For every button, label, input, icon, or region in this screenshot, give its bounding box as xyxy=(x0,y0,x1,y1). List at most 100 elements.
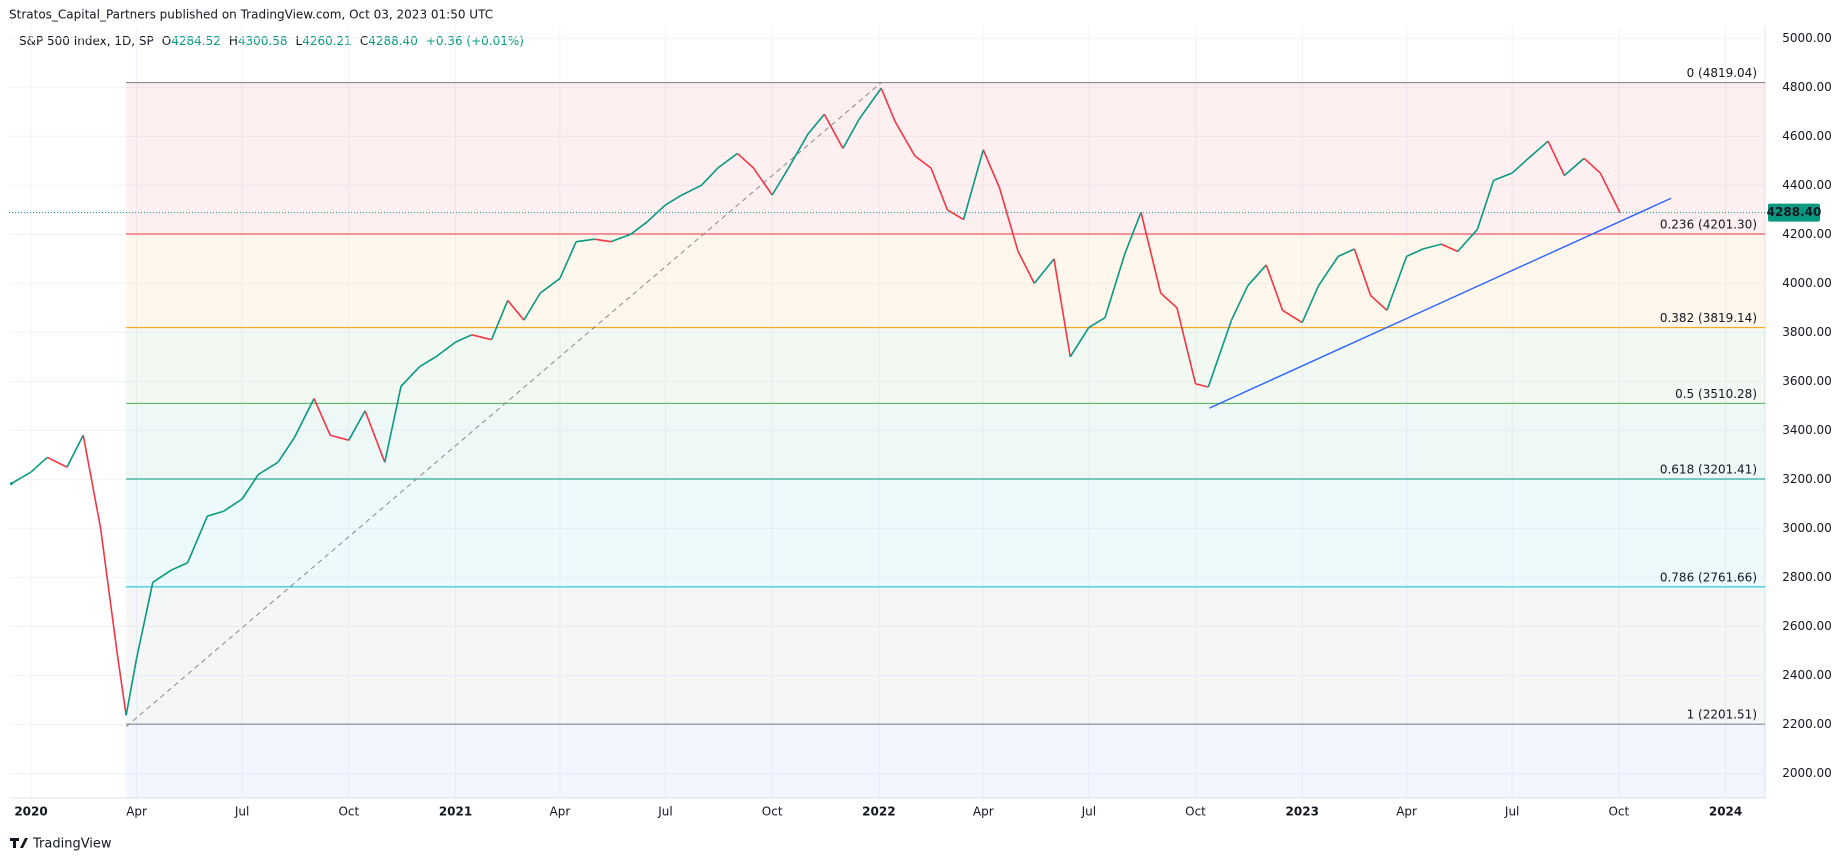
price-segment xyxy=(419,356,437,368)
ohlc-key: L xyxy=(296,34,303,48)
price-segment xyxy=(277,437,295,463)
y-tick-label: 4400.00 xyxy=(1782,178,1832,192)
price-segment xyxy=(1583,157,1601,174)
price-segment xyxy=(1140,212,1162,294)
y-tick-label: 2400.00 xyxy=(1782,668,1832,682)
x-tick-label: Oct xyxy=(1185,805,1206,819)
y-tick-label: 4800.00 xyxy=(1782,80,1832,94)
footer: TradingView xyxy=(32,837,112,852)
ohlc-value: 4288.40 xyxy=(368,34,418,48)
price-segment xyxy=(1457,228,1478,253)
trendline xyxy=(1209,197,1672,409)
fib-band xyxy=(126,327,1765,404)
price-segment xyxy=(1301,285,1320,323)
price-segment xyxy=(1195,383,1209,388)
price-segment xyxy=(1160,292,1178,309)
price-segment xyxy=(135,582,154,659)
x-tick-label: Jul xyxy=(1081,805,1096,819)
x-tick-label: Apr xyxy=(126,805,147,819)
fib-trend xyxy=(125,82,882,728)
price-segment xyxy=(1547,140,1566,176)
price-segment xyxy=(880,87,896,122)
x-tick-label: 2020 xyxy=(14,805,47,819)
price-segment xyxy=(171,561,188,571)
y-tick-label: 2600.00 xyxy=(1782,619,1832,633)
price-segment xyxy=(787,133,809,169)
price-segment xyxy=(257,461,279,476)
price-segment xyxy=(1563,157,1585,177)
last-price-box xyxy=(1768,203,1820,222)
fib-band xyxy=(126,479,1765,587)
price-segment xyxy=(1441,243,1458,253)
price-segment xyxy=(736,152,755,169)
price-segment xyxy=(646,204,667,223)
price-segment xyxy=(99,528,118,652)
x-tick-label: 2024 xyxy=(1709,805,1742,819)
fib-label: 0.786 (2761.66) xyxy=(1660,570,1757,584)
price-segment xyxy=(223,498,243,512)
x-tick-label: Apr xyxy=(973,805,994,819)
price-segment xyxy=(717,152,738,169)
price-segment xyxy=(539,277,561,294)
price-segment xyxy=(1353,248,1372,296)
price-segment xyxy=(914,155,932,169)
x-tick-label: Jul xyxy=(1504,805,1519,819)
y-tick-label: 3600.00 xyxy=(1782,374,1832,388)
price-segment xyxy=(46,456,68,468)
price-segment xyxy=(1337,248,1355,258)
y-tick-label: 4600.00 xyxy=(1782,129,1832,143)
x-tick-label: Oct xyxy=(1608,805,1629,819)
ohlc-value: 4284.52 xyxy=(171,34,221,48)
price-segment xyxy=(858,87,882,120)
legend-text: S&P 500 Index, 1D, SP O4284.52 H4300.58 L42… xyxy=(19,34,524,48)
price-segment xyxy=(1406,248,1424,258)
price-segment xyxy=(700,167,719,186)
x-tick-label: 2022 xyxy=(862,805,895,819)
price-segment xyxy=(630,221,648,235)
x-tick-label: 2021 xyxy=(439,805,472,819)
price-segment xyxy=(930,167,949,211)
price-segment xyxy=(384,386,402,463)
price-segment xyxy=(752,167,773,196)
y-tick-label: 3400.00 xyxy=(1782,423,1832,437)
price-segment xyxy=(125,658,138,716)
fib-band xyxy=(126,82,1765,234)
fib-label: 0.618 (3201.41) xyxy=(1660,463,1757,477)
price-segment xyxy=(435,341,457,358)
y-tick-label: 2800.00 xyxy=(1782,570,1832,584)
price-segment xyxy=(1511,157,1529,174)
price-segment xyxy=(523,292,541,321)
price-segment xyxy=(1069,327,1090,358)
fib-label: 0.5 (3510.28) xyxy=(1675,387,1757,401)
y-tick-label: 4000.00 xyxy=(1782,276,1832,290)
price-segment xyxy=(1033,258,1055,284)
x-tick-label: Apr xyxy=(550,805,571,819)
fib-band xyxy=(126,403,1765,480)
price-segment xyxy=(116,650,127,716)
price-segment xyxy=(998,187,1019,252)
y-tick-label: 3800.00 xyxy=(1782,325,1832,339)
price-segment xyxy=(152,569,172,583)
price-segment xyxy=(348,410,366,441)
ohlc-key: H xyxy=(229,34,238,48)
price-segment xyxy=(293,398,315,439)
price-segment xyxy=(1317,255,1339,287)
price-segment xyxy=(10,471,32,485)
price-segment xyxy=(823,113,844,149)
price-segment xyxy=(1599,172,1621,214)
ohlc-value: 4260.21 xyxy=(302,34,352,48)
price-segment xyxy=(455,334,473,343)
price-segment xyxy=(330,434,350,441)
price-segment xyxy=(982,149,1001,189)
price-segment xyxy=(1493,172,1513,182)
fib-band xyxy=(126,233,1765,328)
price-segment xyxy=(400,366,421,387)
ohlc-value: 4300.58 xyxy=(238,34,288,48)
price-segment xyxy=(962,149,985,220)
fib-band xyxy=(126,586,1765,725)
price-segment xyxy=(1104,253,1126,318)
price-segment xyxy=(82,435,102,529)
price-segment xyxy=(807,113,825,135)
price-segment xyxy=(1422,243,1442,250)
